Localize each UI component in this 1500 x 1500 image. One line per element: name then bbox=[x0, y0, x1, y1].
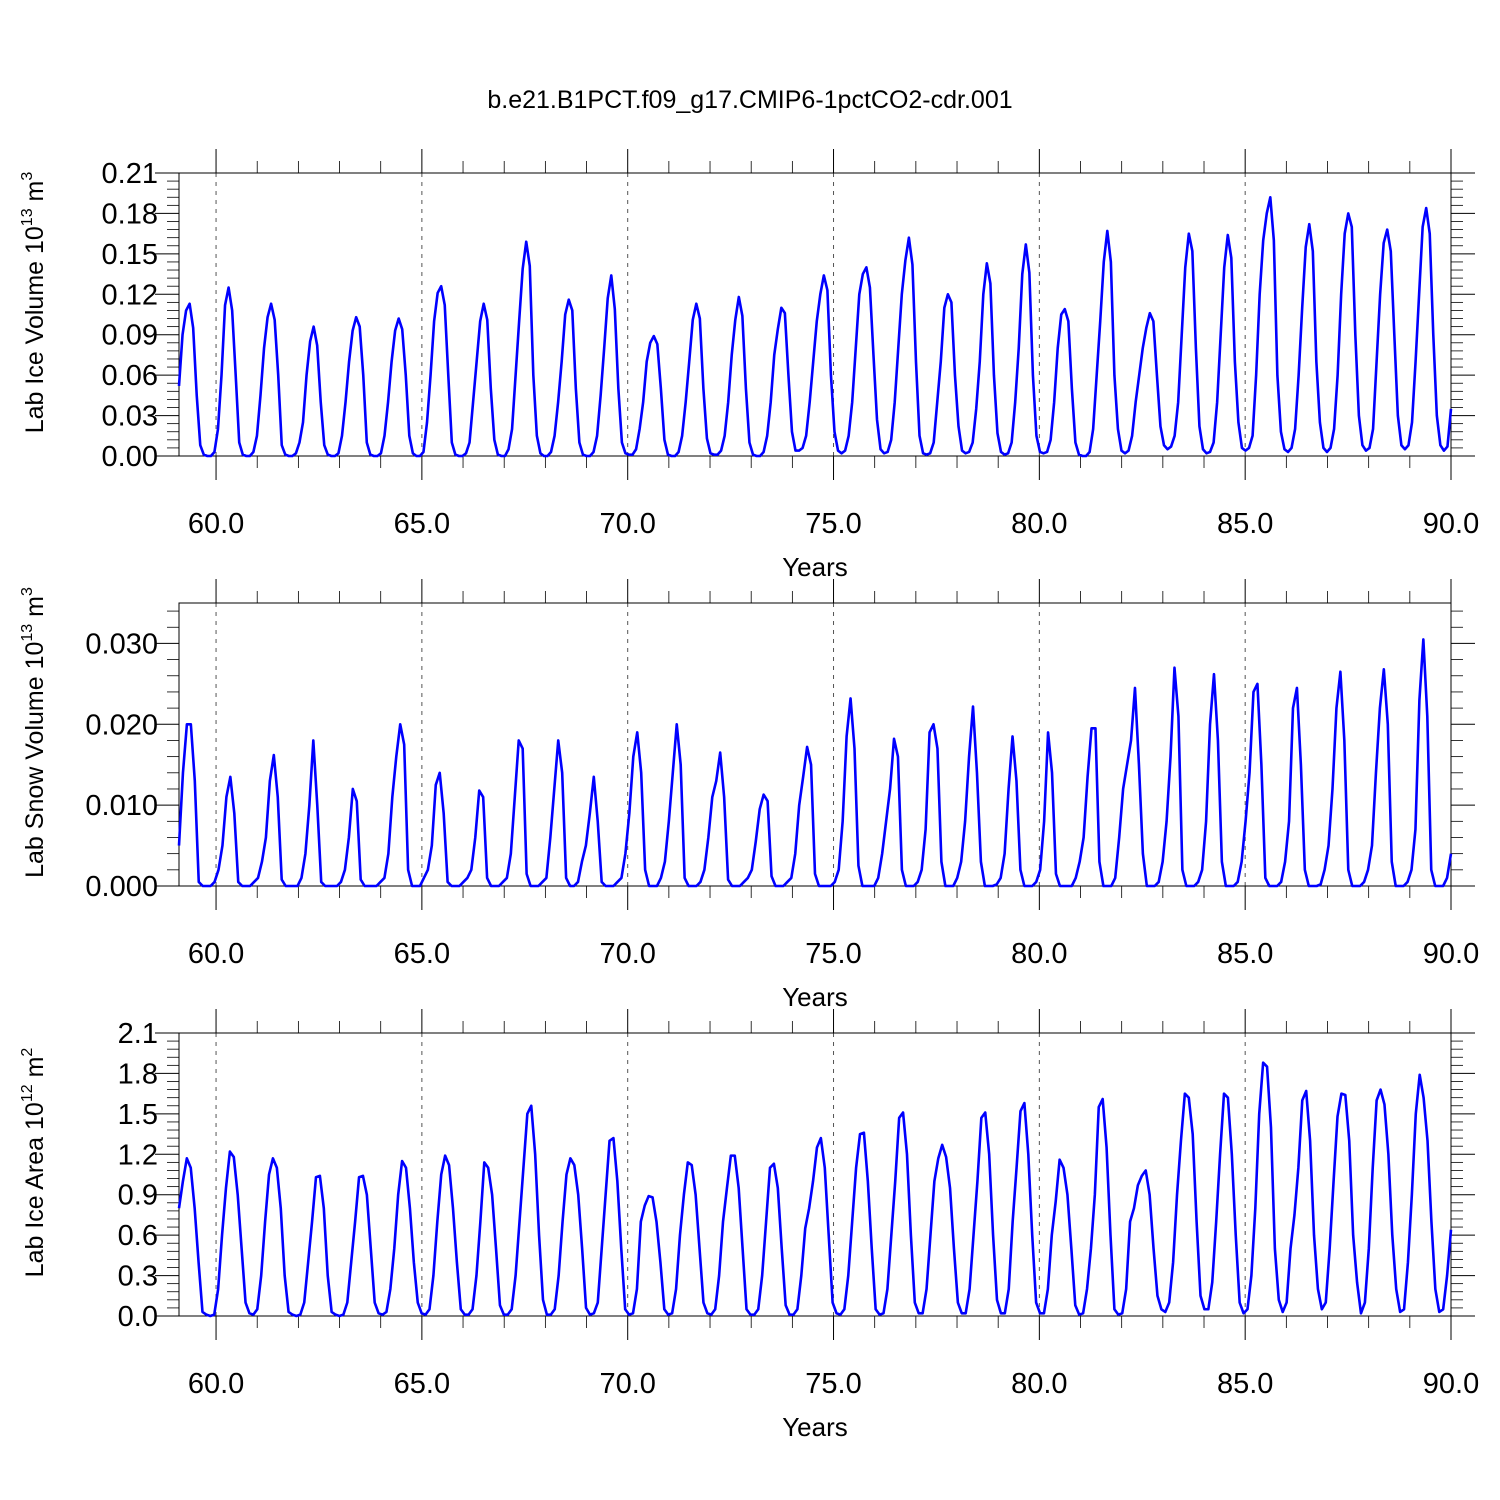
y-tick-label: 0.09 bbox=[102, 320, 158, 352]
y-tick-label: 0.0 bbox=[118, 1301, 158, 1333]
y-tick-label: 0.03 bbox=[102, 401, 158, 433]
y-axis-label: Lab Ice Area 1012 m2 bbox=[19, 1048, 49, 1278]
x-tick-label: 90.0 bbox=[1423, 938, 1479, 970]
y-tick-label: 0.010 bbox=[85, 790, 158, 822]
y-tick-label: 1.8 bbox=[118, 1058, 158, 1090]
x-axis-label: Years bbox=[782, 982, 848, 1012]
y-tick-label: 0.6 bbox=[118, 1220, 158, 1252]
x-tick-label: 75.0 bbox=[805, 1368, 861, 1400]
y-tick-label: 0.00 bbox=[102, 441, 158, 473]
x-tick-label: 75.0 bbox=[805, 938, 861, 970]
x-tick-label: 85.0 bbox=[1217, 508, 1273, 540]
x-tick-label: 70.0 bbox=[599, 508, 655, 540]
x-tick-label: 60.0 bbox=[188, 938, 244, 970]
panel-ice-area: 60.0 65.0 70.0 75.0 80.0 85.0 90.0 0.0 0.3 0.6 0.9… bbox=[19, 1009, 1479, 1442]
y-tick-label: 0.21 bbox=[102, 158, 158, 190]
y-axis-label: Lab Ice Volume 1013 m3 bbox=[19, 172, 49, 434]
y-tick-label: 0.000 bbox=[85, 871, 158, 903]
y-tick-label: 0.12 bbox=[102, 279, 158, 311]
x-tick-label: 65.0 bbox=[394, 938, 450, 970]
y-tick-label: 0.030 bbox=[85, 628, 158, 660]
y-axis-label: Lab Snow Volume 1013 m3 bbox=[19, 587, 49, 878]
x-tick-label: 80.0 bbox=[1011, 938, 1067, 970]
plot-frame bbox=[178, 172, 1452, 457]
x-tick-label: 90.0 bbox=[1423, 1368, 1479, 1400]
y-tick-label: 2.1 bbox=[118, 1018, 158, 1050]
y-tick-label: 0.15 bbox=[102, 239, 158, 271]
x-tick-label: 80.0 bbox=[1011, 1368, 1067, 1400]
y-tick-label: 0.9 bbox=[118, 1180, 158, 1212]
x-tick-label: 65.0 bbox=[394, 1368, 450, 1400]
y-tick-label: 0.020 bbox=[85, 709, 158, 741]
y-tick-label: 0.06 bbox=[102, 360, 158, 392]
x-tick-label: 80.0 bbox=[1011, 508, 1067, 540]
plot-frame bbox=[178, 602, 1452, 887]
x-tick-label: 75.0 bbox=[805, 508, 861, 540]
x-tick-label: 85.0 bbox=[1217, 938, 1273, 970]
series-line bbox=[177, 1061, 1453, 1318]
x-tick-label: 65.0 bbox=[394, 508, 450, 540]
panel-ice-volume: 60.0 65.0 70.0 75.0 80.0 85.0 90.0 0.00 0.03 0.06… bbox=[19, 149, 1479, 582]
y-tick-label: 0.3 bbox=[118, 1261, 158, 1293]
series-line bbox=[177, 638, 1453, 888]
y-tick-label: 1.2 bbox=[118, 1139, 158, 1171]
x-tick-label: 70.0 bbox=[599, 1368, 655, 1400]
plot-frame bbox=[178, 1032, 1452, 1317]
y-tick-label: 0.18 bbox=[102, 198, 158, 230]
panel-snow-volume: 60.0 65.0 70.0 75.0 80.0 85.0 90.0 0.000 0.010 0.… bbox=[19, 579, 1479, 1012]
x-tick-label: 60.0 bbox=[188, 508, 244, 540]
x-tick-label: 70.0 bbox=[599, 938, 655, 970]
x-axis-label: Years bbox=[782, 552, 848, 582]
x-axis-label: Years bbox=[782, 1412, 848, 1442]
y-tick-label: 1.5 bbox=[118, 1099, 158, 1131]
x-tick-label: 90.0 bbox=[1423, 508, 1479, 540]
x-tick-label: 60.0 bbox=[188, 1368, 244, 1400]
series-line bbox=[177, 195, 1453, 458]
figure-title: b.e21.B1PCT.f09_g17.CMIP6-1pctCO2-cdr.00… bbox=[487, 86, 1012, 114]
x-tick-label: 85.0 bbox=[1217, 1368, 1273, 1400]
